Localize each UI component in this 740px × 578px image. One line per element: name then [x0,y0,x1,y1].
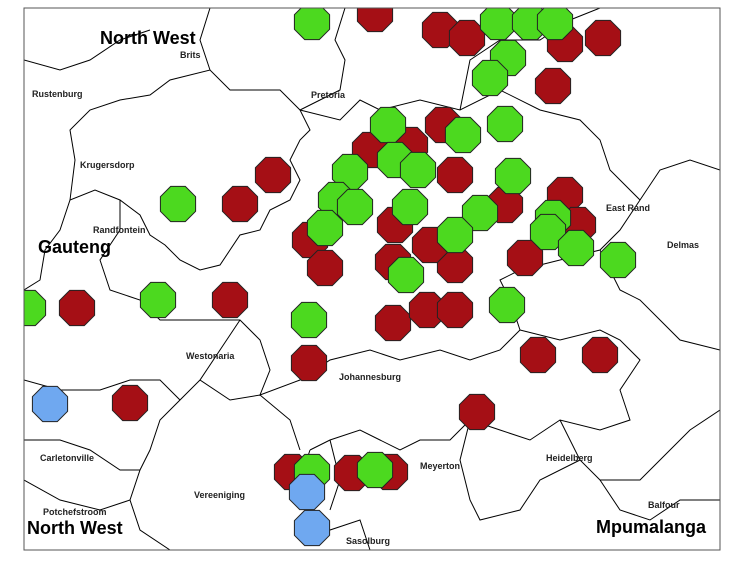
site-marker [458,393,496,431]
town-label: Heidelberg [546,453,593,463]
town-label: Brits [180,50,201,60]
site-marker [471,59,509,97]
region-label: Mpumalanga [596,517,707,537]
site-marker [584,19,622,57]
site-marker [399,151,437,189]
site-marker [448,19,486,57]
site-marker [486,105,524,143]
site-marker [391,188,429,226]
site-marker [369,106,407,144]
town-label: East Rand [606,203,650,213]
site-markers [24,8,637,547]
town-label: Johannesburg [339,372,401,382]
site-marker [288,473,326,511]
map-frame [23,7,721,551]
town-label: Sasolburg [346,536,390,546]
site-marker [159,185,197,223]
town-label: Potchefstroom [43,507,107,517]
site-marker [494,157,532,195]
site-marker [221,185,259,223]
site-marker [290,344,328,382]
site-marker [31,385,69,423]
site-marker [581,336,619,374]
site-marker [436,216,474,254]
site-marker [306,249,344,287]
town-label: Pretoria [311,90,346,100]
town-label: Rustenburg [32,89,83,99]
site-marker [24,289,47,327]
site-marker [599,241,637,279]
site-marker [529,213,567,251]
site-marker [293,509,331,547]
site-marker [461,194,499,232]
site-marker [557,229,595,267]
site-marker [387,256,425,294]
site-marker [421,11,459,49]
site-marker [356,8,394,33]
town-label: Balfour [648,500,680,510]
site-marker [436,291,474,329]
site-marker [536,8,574,41]
site-marker [293,8,331,41]
site-marker [356,451,394,489]
town-label: Carletonville [40,453,94,463]
town-label: Westonaria [186,351,235,361]
region-label: Gauteng [38,237,111,257]
site-marker [436,156,474,194]
region-label: North West [27,518,123,538]
site-marker [488,286,526,324]
site-marker [374,304,412,342]
site-marker [211,281,249,319]
site-marker [306,209,344,247]
town-label: Randfontein [93,225,146,235]
site-marker [444,116,482,154]
town-label: Vereeniging [194,490,245,500]
site-marker [111,384,149,422]
site-marker [336,188,374,226]
region-label: North West [100,28,196,48]
labels: North West Gauteng North West Mpumalanga… [27,28,707,546]
site-marker [479,8,517,41]
town-label: Delmas [667,240,699,250]
site-marker [534,67,572,105]
town-label: Meyerton [420,461,460,471]
town-label: Krugersdorp [80,160,135,170]
site-marker [290,301,328,339]
site-marker [58,289,96,327]
site-marker [139,281,177,319]
site-marker [519,336,557,374]
site-marker [254,156,292,194]
